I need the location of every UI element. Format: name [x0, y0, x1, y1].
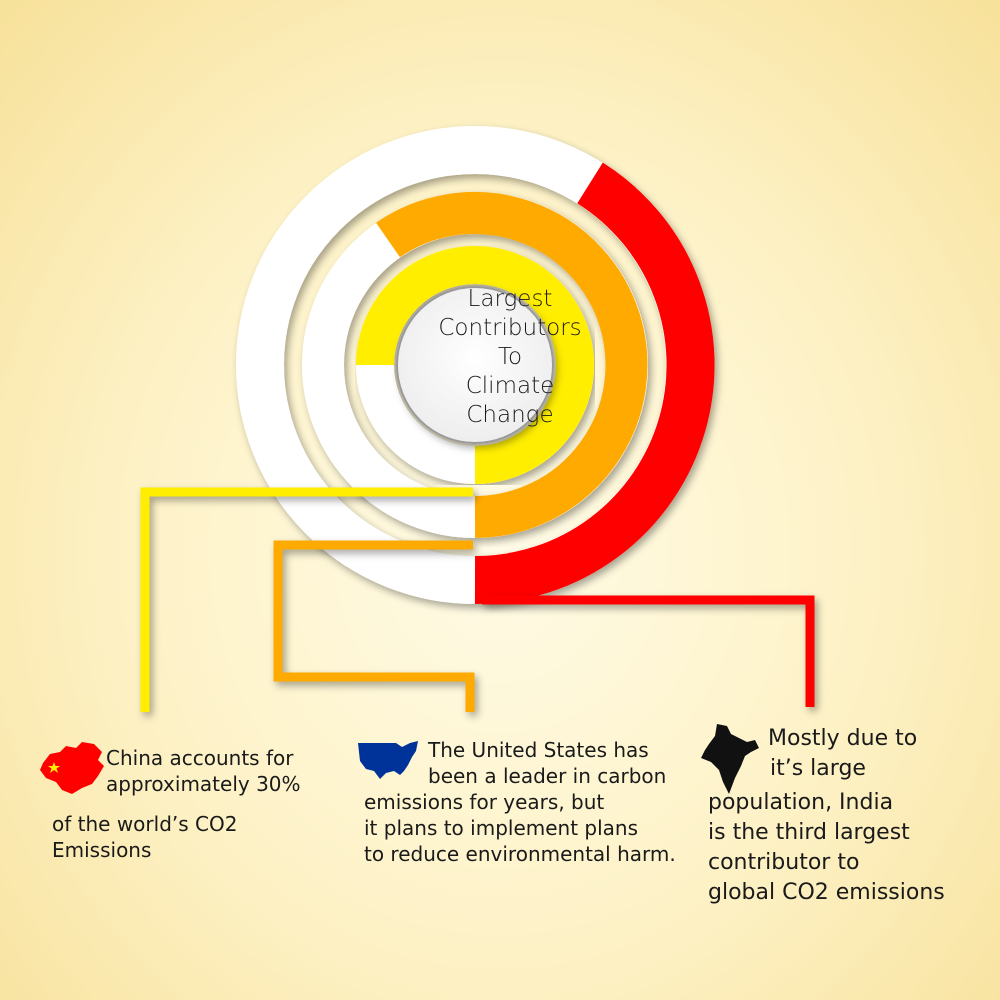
usa-ring-arc [376, 192, 648, 538]
china-connector-line [140, 487, 473, 712]
china-ring-arc [356, 246, 594, 484]
usa-connector-line [273, 540, 475, 712]
india-note-continued: population, India is the third largest c… [708, 790, 945, 905]
india-map-icon [701, 724, 759, 794]
india-note: Mostly due to it’s large [768, 726, 918, 781]
center-title: Largest Contributors To Climate Change [438, 286, 582, 428]
india-ring-arc [474, 162, 715, 605]
usa-map-icon [358, 741, 418, 779]
china-note: China accounts for approximately 30% [106, 746, 301, 796]
center-disc [396, 286, 554, 444]
usa-note-continued: emissions for years, but it plans to imp… [364, 790, 676, 866]
india-connector-line [482, 595, 815, 707]
china-map-icon [40, 742, 104, 794]
usa-note: The United States has been a leader in c… [428, 738, 667, 788]
china-note-continued: of the world’s CO2 Emissions [52, 812, 238, 862]
